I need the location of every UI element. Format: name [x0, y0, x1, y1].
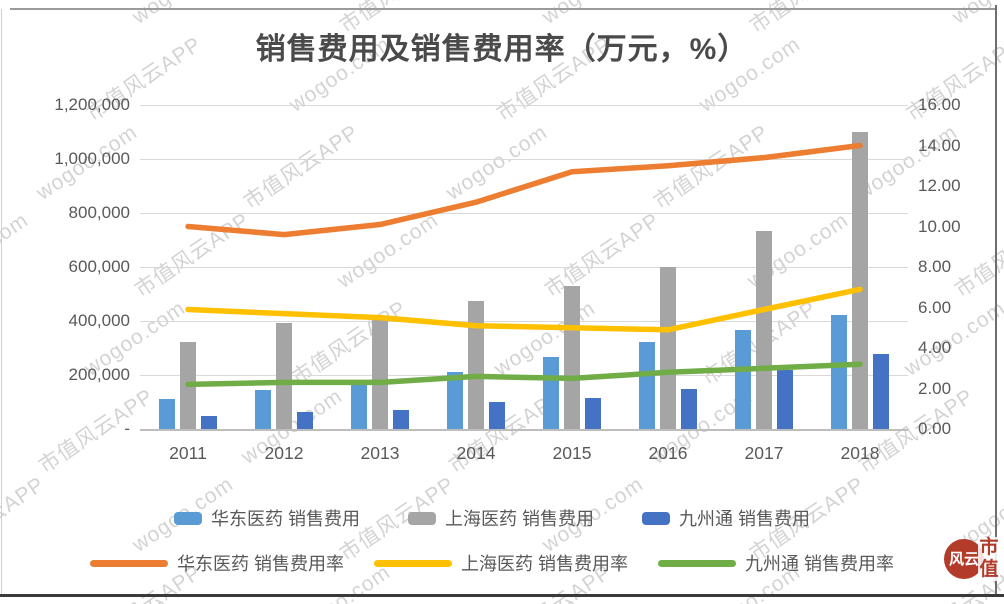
y-axis-right-label: 0.00 [918, 419, 952, 438]
x-axis-label: 2011 [169, 443, 207, 463]
bar-华东医药 销售费用 [543, 357, 559, 429]
bar-九州通 销售费用 [681, 389, 697, 429]
legend-swatch [173, 511, 202, 525]
bar-华东医药 销售费用 [831, 315, 847, 429]
legend-item: 华东医药 销售费用 [173, 505, 360, 531]
frame-left-border [1, 9, 2, 594]
y-axis-left-label: - [124, 419, 130, 438]
legend-label: 九州通 销售费用 [679, 509, 811, 529]
frame-right-border [995, 5, 997, 594]
legend-bars: 华东医药 销售费用 上海医药 销售费用 九州通 销售费用 [20, 505, 964, 531]
gridline [140, 321, 908, 322]
bar-九州通 销售费用 [297, 411, 313, 429]
bar-上海医药 销售费用 [756, 231, 772, 429]
legend-swatch [373, 559, 452, 567]
gridline [140, 159, 908, 160]
x-axis-label: 2017 [744, 443, 784, 463]
chart-title: 销售费用及销售费用率（万元，%） [255, 33, 749, 66]
y-axis-right-label: 6.00 [918, 297, 952, 317]
legend-item: 华东医药 销售费用率 [89, 550, 344, 576]
legend-item: 上海医药 销售费用 [407, 505, 594, 531]
bar-九州通 销售费用 [873, 354, 889, 429]
bar-上海医药 销售费用 [852, 132, 868, 429]
y-axis-left-label: 1,000,000 [54, 149, 130, 168]
bar-华东医药 销售费用 [639, 342, 655, 429]
y-axis-left-label: 600,000 [68, 257, 130, 276]
bar-上海医药 销售费用 [564, 285, 580, 429]
y-axis-right-label: 8.00 [918, 257, 952, 276]
x-axis-label: 2018 [840, 443, 880, 463]
legend-label: 上海医药 销售费用 [444, 509, 594, 529]
bar-华东医药 销售费用 [159, 399, 175, 429]
bar-九州通 销售费用 [201, 415, 217, 429]
x-axis-label: 2016 [648, 443, 688, 463]
line-上海医药 销售费用率 [185, 286, 863, 333]
y-axis-right-label: 10.00 [918, 216, 961, 236]
shizhifengyun-seal-logo: 风云 市值 [944, 537, 1002, 595]
legend-swatch [642, 511, 670, 525]
y-axis-right-label: 16.00 [918, 95, 961, 114]
bar-九州通 销售费用 [585, 398, 601, 429]
legend-swatch [658, 559, 736, 567]
bar-九州通 销售费用 [777, 370, 793, 429]
legend-label: 上海医药 销售费用率 [460, 554, 628, 574]
x-axis-label: 2015 [552, 443, 592, 463]
bar-上海医药 销售费用 [660, 267, 676, 429]
bar-九州通 销售费用 [393, 409, 409, 429]
y-axis-left-label: 200,000 [68, 365, 130, 384]
bar-华东医药 销售费用 [735, 330, 751, 429]
seal-circle: 风云 [944, 539, 984, 579]
seal-side-text: 市值 [978, 537, 1000, 581]
legend-swatch [89, 559, 168, 567]
y-axis-right-label: 12.00 [918, 176, 961, 195]
y-axis-left-label: 400,000 [68, 311, 130, 330]
x-axis-label: 2014 [456, 443, 496, 463]
y-axis-left-label: 1,200,000 [54, 95, 130, 114]
x-axis-label: 2012 [264, 443, 304, 463]
legend-label: 九州通 销售费用率 [745, 554, 895, 574]
legend-label: 华东医药 销售费用率 [176, 554, 344, 574]
watermark-text: 市值风云APP [0, 0, 50, 40]
bar-华东医药 销售费用 [351, 383, 367, 429]
gridline [140, 267, 908, 268]
legend-lines: 华东医药 销售费用率 上海医药 销售费用率 九州通 销售费用率 [20, 550, 964, 576]
legend-item: 九州通 销售费用率 [658, 550, 894, 576]
bar-上海医药 销售费用 [276, 323, 292, 429]
lines-layer [185, 142, 863, 388]
line-华东医药 销售费用率 [185, 142, 863, 238]
legend-swatch [407, 511, 436, 525]
gridline [140, 213, 908, 214]
legend-label: 华东医药 销售费用 [210, 509, 360, 529]
y-axis-right-label: 14.00 [918, 135, 961, 155]
y-axis-right-label: 2.00 [918, 378, 952, 398]
legend-item: 上海医药 销售费用率 [373, 550, 628, 576]
bar-九州通 销售费用 [489, 402, 505, 429]
bar-华东医药 销售费用 [447, 372, 463, 429]
legend-item: 九州通 销售费用 [642, 505, 810, 531]
frame-bottom-border [0, 594, 1004, 597]
gridline [140, 105, 908, 106]
x-axis-baseline [140, 429, 908, 431]
y-axis-left-label: 800,000 [68, 203, 130, 222]
x-axis-label: 2013 [360, 443, 400, 463]
line-九州通 销售费用率 [185, 361, 863, 388]
frame-top-border [10, 8, 996, 10]
y-axis-right-label: 4.00 [918, 338, 952, 357]
bar-上海医药 销售费用 [372, 318, 388, 429]
bar-华东医药 销售费用 [255, 390, 271, 429]
bar-上海医药 销售费用 [468, 301, 484, 429]
